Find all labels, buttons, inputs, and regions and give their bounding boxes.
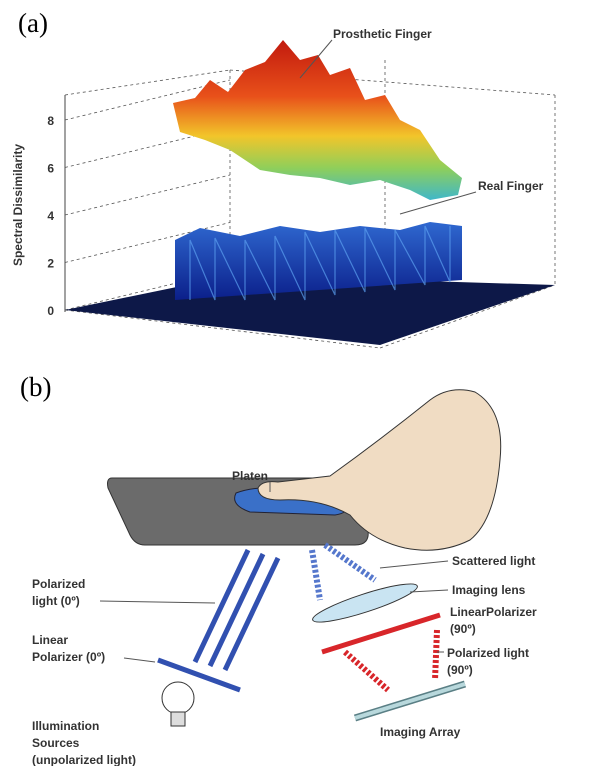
scatter-arrow: [312, 550, 320, 600]
callout: Polarized: [32, 577, 85, 591]
red-arrow: [435, 630, 437, 680]
leader-line: [380, 561, 448, 568]
leader-line: [100, 601, 215, 603]
bulb-base: [171, 712, 185, 726]
scattered-light: [312, 545, 375, 600]
callout: Illumination: [32, 719, 99, 733]
polarizer-90: [322, 615, 440, 652]
y-axis-label: Spectral Dissimilarity: [11, 144, 25, 266]
callout: Imaging lens: [452, 583, 526, 597]
leader-line: [124, 658, 155, 662]
panel-label: (b): [20, 372, 51, 402]
leader-line: [410, 590, 448, 592]
imaging-lens: [310, 577, 420, 628]
bulb: [162, 682, 194, 726]
callout: Polarized light: [447, 646, 529, 660]
panel-label: (a): [18, 8, 48, 38]
prosthetic-finger-surface: [173, 40, 462, 200]
callout: (90º): [447, 663, 473, 677]
platen-label: Platen: [232, 469, 268, 483]
annotation: Real Finger: [478, 179, 544, 193]
y-tick-label: 0: [47, 304, 54, 318]
callout: Sources: [32, 736, 80, 750]
callout: Polarizer (0º): [32, 650, 105, 664]
callout: LinearPolarizer: [450, 605, 537, 619]
imaging-array: [355, 684, 465, 718]
incident-light: [195, 550, 278, 670]
y-tick-label: 2: [47, 257, 54, 271]
callout: Scattered light: [452, 554, 535, 568]
bulb-glass: [162, 682, 194, 714]
callout: (unpolarized light): [32, 753, 136, 766]
y-tick-label: 8: [47, 114, 54, 128]
callout: light (0º): [32, 594, 80, 608]
red-arrow: [345, 652, 388, 690]
annotation: Prosthetic Finger: [333, 27, 432, 41]
grid-line: [65, 175, 230, 215]
y-tick-label: 6: [47, 162, 54, 176]
figure: (a) 0 2 4 6 8 Spectral Dissimilarity Prosthe…: [0, 0, 601, 766]
callout: Linear: [32, 633, 68, 647]
y-tick-label: 4: [47, 209, 54, 223]
callout: (90º): [450, 622, 476, 636]
callout: Imaging Array: [380, 725, 461, 739]
scatter-arrow: [325, 545, 375, 580]
